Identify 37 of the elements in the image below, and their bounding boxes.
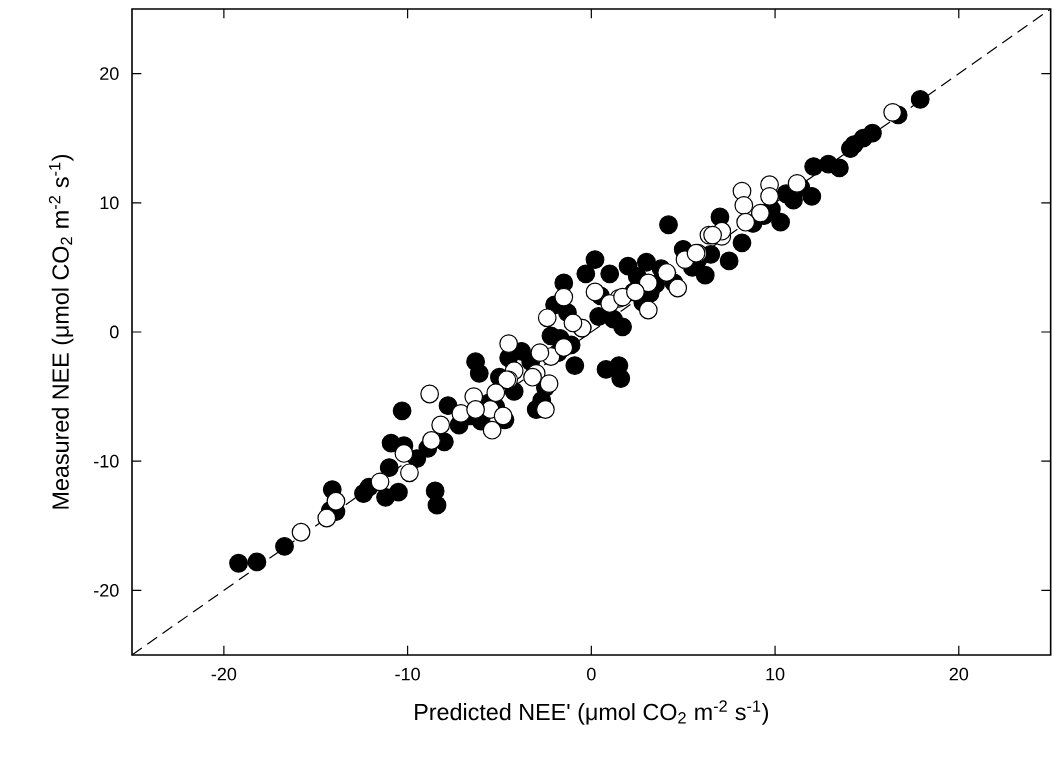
x-tick-label: -20 — [211, 667, 237, 681]
point — [883, 102, 903, 122]
x-tick-label: 0 — [587, 667, 596, 681]
point — [668, 278, 688, 298]
point — [539, 374, 559, 394]
y-tick-label: -10 — [94, 454, 119, 468]
point — [638, 273, 658, 293]
x-tick-label: 10 — [766, 667, 785, 681]
point — [787, 174, 807, 193]
y-tick-label: 0 — [110, 325, 119, 339]
point — [554, 338, 574, 357]
x-tick-label: -10 — [395, 667, 420, 681]
point — [585, 282, 605, 302]
point — [638, 300, 658, 320]
point — [760, 186, 779, 206]
point — [493, 406, 513, 426]
y-tick-label: -20 — [94, 584, 119, 597]
point — [530, 343, 550, 363]
point — [563, 313, 583, 333]
point — [554, 287, 574, 307]
point — [422, 431, 441, 450]
point — [326, 491, 346, 511]
point — [486, 383, 506, 403]
point — [736, 212, 756, 232]
point — [466, 400, 485, 419]
y-tick-label: 20 — [100, 67, 119, 80]
point — [536, 400, 555, 419]
y-axis-title: Measured NEE (μmol CO$_{2}$ m$^{-2}$ s$^{-1}$) — [48, 154, 74, 509]
point — [291, 522, 311, 542]
x-tick-label: 20 — [949, 667, 969, 681]
point — [317, 508, 337, 528]
point — [657, 263, 677, 282]
point — [370, 472, 390, 492]
y-tick-label: 10 — [100, 196, 119, 210]
point — [750, 203, 770, 223]
point — [394, 444, 414, 463]
x-axis-title: Predicted NEE' (μmol CO$_{2}$ m$^{-2}$ s$^{-1}$) — [415, 700, 768, 725]
